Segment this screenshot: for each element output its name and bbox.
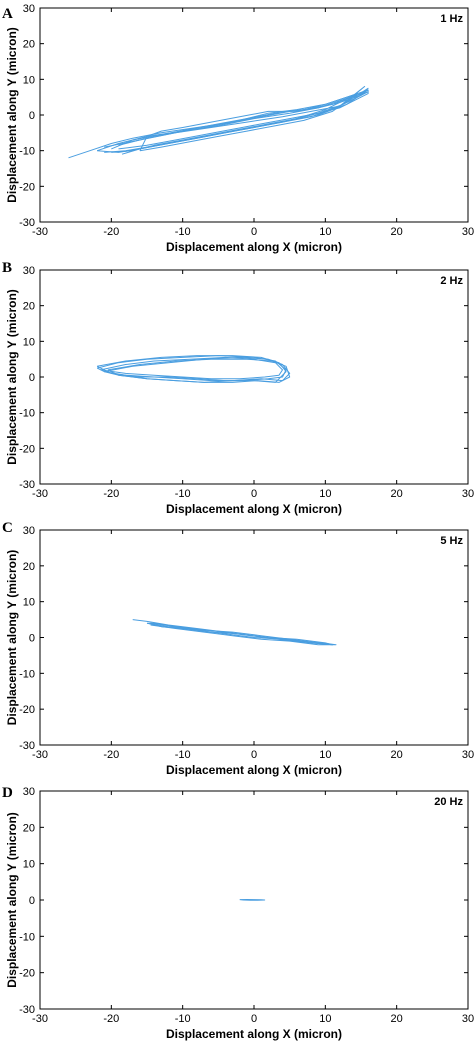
chart-svg: -30 -20 -10 0 10 20 30 -30 -20 -10 0 10 20 30 D 20 Hz Di… (2, 785, 474, 1041)
frequency-annotation: 5 Hz (440, 535, 463, 547)
x-tick-label: -30 (32, 749, 48, 761)
y-tick-label: 30 (23, 786, 35, 798)
y-axis-label: Displacement along Y (micron) (5, 812, 19, 988)
y-tick-label: 0 (29, 895, 35, 907)
series-line (111, 86, 366, 155)
x-tick-label: 20 (391, 226, 403, 238)
series-line (96, 355, 287, 383)
x-axis-label: Displacement along X (micron) (166, 1027, 342, 1041)
y-tick-label: -10 (19, 668, 35, 680)
y-tick-label: 10 (23, 336, 35, 348)
x-tick-label: -20 (103, 1013, 119, 1025)
y-tick-label: 30 (23, 265, 35, 277)
series-line (100, 356, 283, 380)
y-tick-label: -30 (19, 217, 35, 229)
y-tick-label: 10 (23, 859, 35, 871)
y-tick-label: 20 (23, 39, 35, 51)
y-tick-label: -20 (19, 181, 35, 193)
plot-frame (39, 269, 469, 485)
y-tick-label: 30 (23, 525, 35, 537)
x-tick-label: -10 (175, 226, 191, 238)
y-tick-label: -30 (19, 479, 35, 491)
series-line (239, 899, 266, 901)
panel-label: C (2, 520, 13, 536)
frequency-annotation: 1 Hz (440, 13, 463, 25)
y-tick-label: -20 (19, 443, 35, 455)
chart-panel-d: -30 -20 -10 0 10 20 30 -30 -20 -10 0 10 20 30 D 20 Hz Di… (0, 781, 475, 1044)
x-tick-label: 10 (319, 749, 331, 761)
y-tick-label: 10 (23, 74, 35, 86)
x-tick-label: -20 (103, 226, 119, 238)
y-tick-label: -10 (19, 931, 35, 943)
panel-label: D (2, 785, 13, 801)
x-axis-label: Displacement along X (micron) (166, 763, 342, 777)
x-axis-label: Displacement along X (micron) (166, 502, 342, 516)
x-tick-label: -10 (175, 488, 191, 500)
y-tick-label: 0 (29, 633, 35, 645)
x-tick-label: 10 (319, 488, 331, 500)
x-tick-label: 10 (319, 226, 331, 238)
y-tick-label: 20 (23, 822, 35, 834)
x-tick-label: -10 (175, 749, 191, 761)
x-tick-label: 0 (251, 749, 257, 761)
x-tick-label: -20 (103, 488, 119, 500)
frequency-annotation: 20 Hz (434, 796, 463, 808)
x-tick-label: -30 (32, 1013, 48, 1025)
y-tick-label: -30 (19, 740, 35, 752)
chart-panel-b: -30 -20 -10 0 10 20 30 -30 -20 -10 0 10 20 30 B 2 Hz Dis… (0, 258, 475, 518)
series-line (107, 358, 291, 383)
y-tick-label: 10 (23, 597, 35, 609)
y-axis-label: Displacement along Y (micron) (5, 27, 19, 203)
x-tick-label: -20 (103, 749, 119, 761)
x-tick-label: -10 (175, 1013, 191, 1025)
y-tick-label: 30 (23, 3, 35, 15)
x-axis-label: Displacement along X (micron) (166, 240, 342, 254)
plot-frame (39, 7, 469, 223)
x-tick-label: 30 (462, 488, 474, 500)
chart-panel-c: -30 -20 -10 0 10 20 30 -30 -20 -10 0 10 20 30 C 5 Hz Dis… (0, 518, 475, 781)
y-tick-label: -20 (19, 704, 35, 716)
chart-panel-a: -30 -20 -10 0 10 20 30 -30 -20 -10 0 10 20 30 A 1 Hz Dis… (0, 0, 475, 258)
x-tick-label: 10 (319, 1013, 331, 1025)
y-tick-label: -30 (19, 1004, 35, 1016)
x-tick-label: 20 (391, 749, 403, 761)
chart-svg: -30 -20 -10 0 10 20 30 -30 -20 -10 0 10 20 30 C 5 Hz Dis… (2, 520, 474, 777)
x-tick-label: 20 (391, 488, 403, 500)
series-line (96, 355, 287, 382)
y-axis-label: Displacement along Y (micron) (5, 550, 19, 726)
series-line (139, 93, 358, 152)
y-tick-label: 0 (29, 110, 35, 122)
x-tick-label: 0 (251, 226, 257, 238)
x-tick-label: 30 (462, 1013, 474, 1025)
x-tick-label: -30 (32, 488, 48, 500)
x-tick-label: 30 (462, 749, 474, 761)
y-axis-label: Displacement along Y (micron) (5, 289, 19, 465)
y-tick-label: 20 (23, 561, 35, 573)
y-tick-label: 20 (23, 301, 35, 313)
y-tick-label: -10 (19, 408, 35, 420)
series-line (150, 622, 337, 646)
frequency-annotation: 2 Hz (440, 275, 463, 287)
series-line (118, 87, 369, 150)
x-tick-label: -30 (32, 226, 48, 238)
x-tick-label: 0 (251, 488, 257, 500)
x-tick-label: 0 (251, 1013, 257, 1025)
chart-svg: -30 -20 -10 0 10 20 30 -30 -20 -10 0 10 20 30 A 1 Hz Dis… (2, 3, 474, 254)
chart-svg: -30 -20 -10 0 10 20 30 -30 -20 -10 0 10 20 30 B 2 Hz Dis… (2, 260, 474, 516)
panel-label: B (2, 260, 12, 276)
x-tick-label: 20 (391, 1013, 403, 1025)
x-tick-label: 30 (462, 226, 474, 238)
y-tick-label: -10 (19, 146, 35, 158)
panel-label: A (2, 6, 13, 22)
y-tick-label: 0 (29, 372, 35, 384)
y-tick-label: -20 (19, 968, 35, 980)
